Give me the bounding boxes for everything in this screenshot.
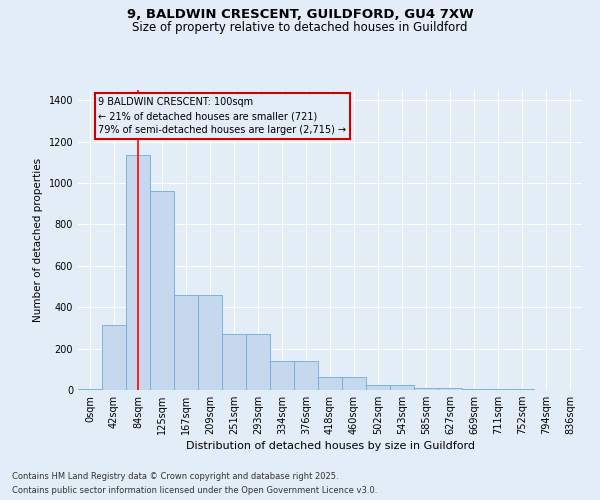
Y-axis label: Number of detached properties: Number of detached properties [33,158,43,322]
Bar [486,389,510,390]
Bar [150,192,174,390]
Bar [246,334,270,390]
Bar [126,155,150,390]
Bar [198,295,222,390]
Bar [438,388,462,390]
Text: Contains public sector information licensed under the Open Government Licence v3: Contains public sector information licen… [12,486,377,495]
Bar [342,376,366,390]
Bar [462,389,486,390]
Bar [102,325,126,390]
X-axis label: Distribution of detached houses by size in Guildford: Distribution of detached houses by size … [185,442,475,452]
Bar [390,385,414,390]
Bar [78,389,102,390]
Bar [222,334,246,390]
Text: 9 BALDWIN CRESCENT: 100sqm
← 21% of detached houses are smaller (721)
79% of sem: 9 BALDWIN CRESCENT: 100sqm ← 21% of deta… [98,97,347,135]
Bar [270,361,294,390]
Bar [318,376,342,390]
Text: Contains HM Land Registry data © Crown copyright and database right 2025.: Contains HM Land Registry data © Crown c… [12,472,338,481]
Bar [174,295,198,390]
Bar [294,361,318,390]
Text: 9, BALDWIN CRESCENT, GUILDFORD, GU4 7XW: 9, BALDWIN CRESCENT, GUILDFORD, GU4 7XW [127,8,473,20]
Text: Size of property relative to detached houses in Guildford: Size of property relative to detached ho… [132,21,468,34]
Bar [414,388,438,390]
Bar [366,385,390,390]
